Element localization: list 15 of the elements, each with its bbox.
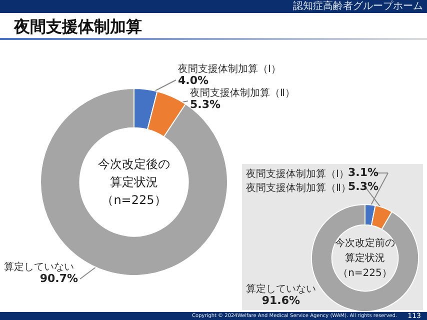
data-label: 5.3% (190, 98, 221, 111)
slice-label: 夜間支援体制加算（Ⅱ） (190, 86, 295, 100)
slice-label: 夜間支援体制加算（Ⅰ） (246, 168, 349, 181)
data-label: 5.3% (348, 180, 379, 193)
data-label: 91.6% (262, 294, 300, 307)
data-label: 3.1% (348, 166, 379, 179)
slice-label: 算定していない (4, 260, 74, 274)
slice-label: 算定していない (246, 282, 316, 296)
text: 今次改定前の算定状況（n=225） (334, 236, 396, 280)
chart-title: 夜間支援体制加算 (14, 17, 142, 38)
data-label: 4.0% (178, 74, 209, 87)
text: 認知症高齢者グループホーム (293, 0, 423, 13)
data-label: 90.7% (40, 272, 78, 285)
text: 今次改定後の算定状況（n=225） (96, 156, 171, 209)
slice-label: 夜間支援体制加算（Ⅰ） (178, 62, 281, 76)
